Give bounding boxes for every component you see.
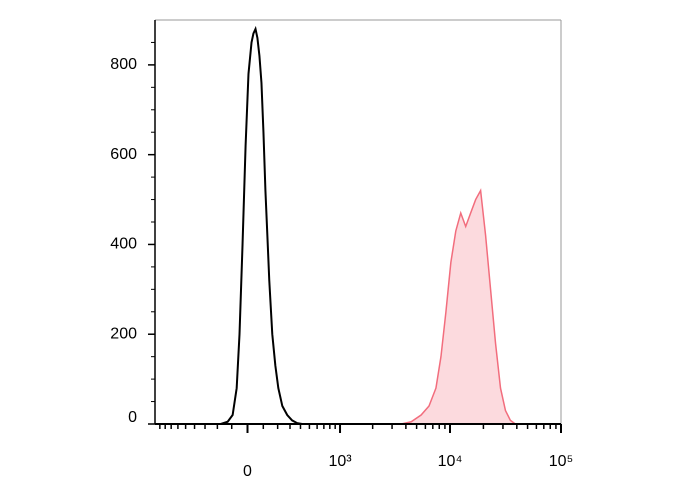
x-tick-label: 10⁴ [438,453,463,470]
y-tick-label: 400 [110,236,137,253]
x-tick-label: 0 [243,463,252,480]
y-tick-label: 600 [110,146,137,163]
y-tick-label: 800 [110,56,137,73]
histogram-line [401,188,516,425]
x-tick-label: 10³ [328,453,352,470]
histogram-area [401,190,516,424]
y-tick-label: 0 [128,409,137,426]
histogram-line [220,25,303,425]
x-tick-label: 10⁵ [549,453,573,470]
y-tick-label: 200 [110,325,137,342]
